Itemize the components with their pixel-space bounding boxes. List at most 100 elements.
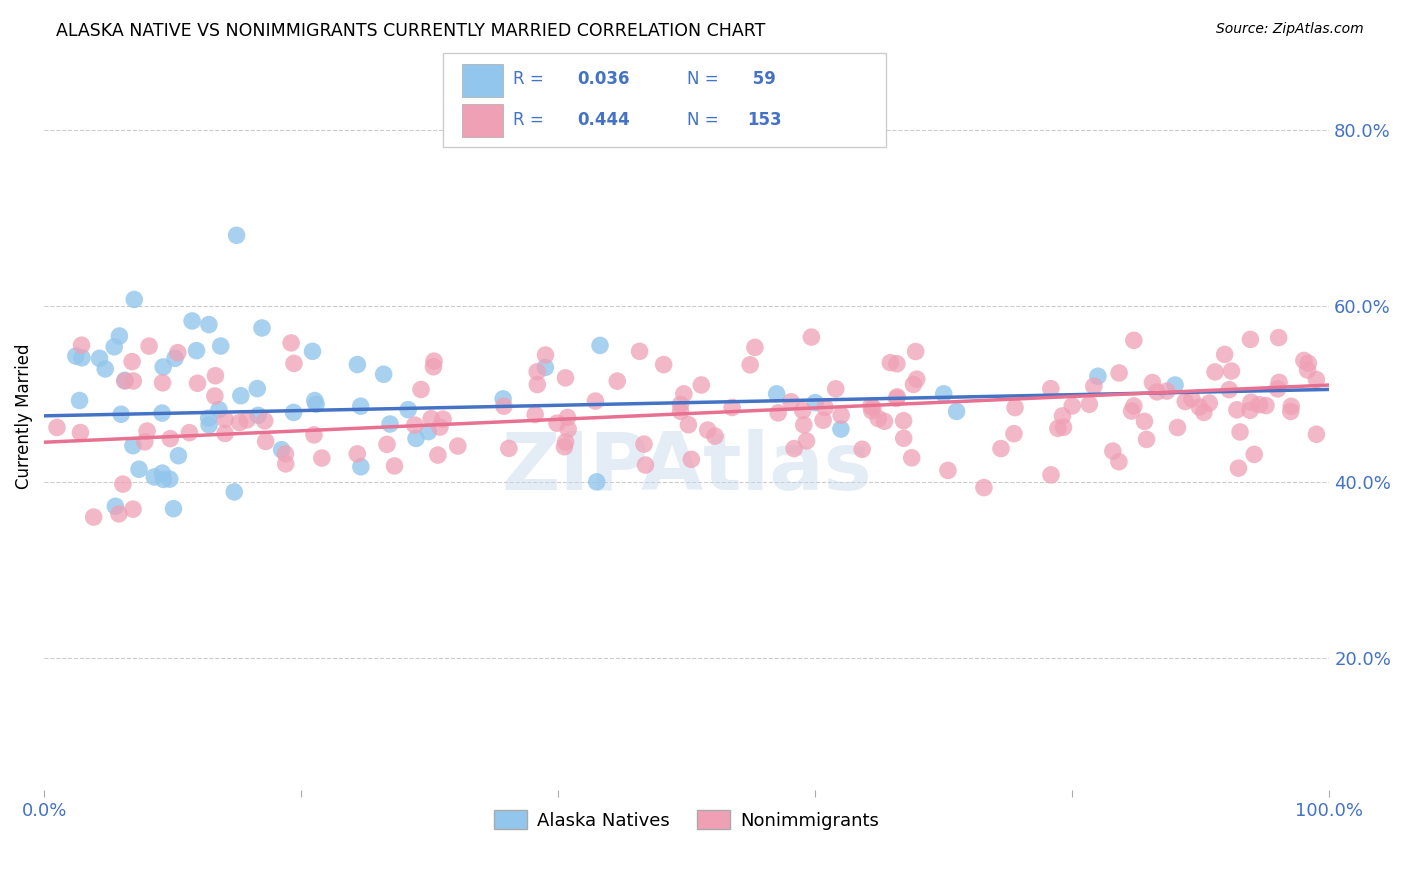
Point xyxy=(1108,366,1130,380)
Point xyxy=(903,377,925,392)
Point xyxy=(793,417,815,432)
Point xyxy=(669,404,692,418)
Point xyxy=(652,358,675,372)
Point xyxy=(104,500,127,514)
Point xyxy=(128,462,150,476)
Point xyxy=(224,484,246,499)
Point xyxy=(721,401,744,415)
Point xyxy=(851,442,873,457)
Point xyxy=(1226,402,1249,417)
Point xyxy=(1198,396,1220,410)
Point xyxy=(1039,382,1062,396)
Point xyxy=(681,452,703,467)
Point xyxy=(103,340,125,354)
Point xyxy=(254,434,277,449)
Point xyxy=(859,399,882,413)
Point xyxy=(198,417,221,432)
Point xyxy=(274,447,297,461)
Point xyxy=(1292,353,1315,368)
Point xyxy=(350,459,373,474)
Point xyxy=(1146,384,1168,399)
Point xyxy=(70,351,93,365)
Point xyxy=(936,463,959,477)
Point xyxy=(152,359,174,374)
Point xyxy=(553,440,575,454)
Point xyxy=(270,442,292,457)
Point xyxy=(932,387,955,401)
Point xyxy=(198,318,221,332)
Point xyxy=(1046,421,1069,435)
Point xyxy=(814,401,837,415)
Point xyxy=(524,408,547,422)
Point xyxy=(606,374,628,388)
Point xyxy=(526,365,548,379)
Point xyxy=(122,502,145,516)
Point xyxy=(1156,384,1178,398)
Point xyxy=(862,401,884,415)
Point xyxy=(1166,420,1188,434)
Point xyxy=(1220,364,1243,378)
Text: 59: 59 xyxy=(747,70,776,88)
Point xyxy=(426,448,449,462)
Point xyxy=(150,466,173,480)
Text: ZIPAtlas: ZIPAtlas xyxy=(502,429,872,508)
Point xyxy=(633,437,655,451)
Point xyxy=(69,393,91,408)
Point xyxy=(557,410,579,425)
Point xyxy=(159,472,181,486)
Point xyxy=(280,335,302,350)
Point xyxy=(1052,409,1074,423)
Text: R =: R = xyxy=(513,111,550,128)
Point xyxy=(405,432,427,446)
Point xyxy=(1122,399,1144,413)
Point xyxy=(1227,461,1250,475)
Point xyxy=(1174,394,1197,409)
Point xyxy=(557,422,579,436)
Point xyxy=(283,405,305,419)
Point xyxy=(1181,392,1204,406)
Point xyxy=(152,472,174,486)
Point xyxy=(893,431,915,445)
Point xyxy=(800,330,823,344)
Point xyxy=(69,425,91,440)
Point xyxy=(886,390,908,404)
Point xyxy=(583,394,606,409)
Point xyxy=(228,416,250,430)
Point xyxy=(122,439,145,453)
Point xyxy=(740,358,762,372)
Point xyxy=(143,470,166,484)
Point xyxy=(350,399,373,413)
Point xyxy=(1267,330,1289,344)
Point xyxy=(1164,378,1187,392)
Point xyxy=(302,428,325,442)
Point xyxy=(830,408,852,422)
Point xyxy=(186,376,208,391)
Point xyxy=(375,437,398,451)
Point xyxy=(409,383,432,397)
Point xyxy=(868,411,890,425)
Text: N =: N = xyxy=(686,111,724,128)
Point xyxy=(89,351,111,366)
Point xyxy=(905,372,928,386)
Point xyxy=(830,422,852,436)
Point xyxy=(678,417,700,432)
Point xyxy=(429,420,451,434)
Text: Source: ZipAtlas.com: Source: ZipAtlas.com xyxy=(1216,22,1364,37)
Point xyxy=(114,374,136,388)
Point xyxy=(166,345,188,359)
Y-axis label: Currently Married: Currently Married xyxy=(15,343,32,489)
Point xyxy=(305,397,328,411)
Point xyxy=(110,407,132,421)
Point xyxy=(246,382,269,396)
Point xyxy=(253,414,276,428)
Point xyxy=(83,510,105,524)
Point xyxy=(423,354,446,368)
Point xyxy=(886,392,908,406)
Point xyxy=(780,394,803,409)
Point xyxy=(1135,433,1157,447)
Point xyxy=(152,376,174,390)
Text: N =: N = xyxy=(686,70,724,88)
Point xyxy=(204,368,226,383)
Point xyxy=(804,395,827,409)
Point xyxy=(1218,383,1240,397)
